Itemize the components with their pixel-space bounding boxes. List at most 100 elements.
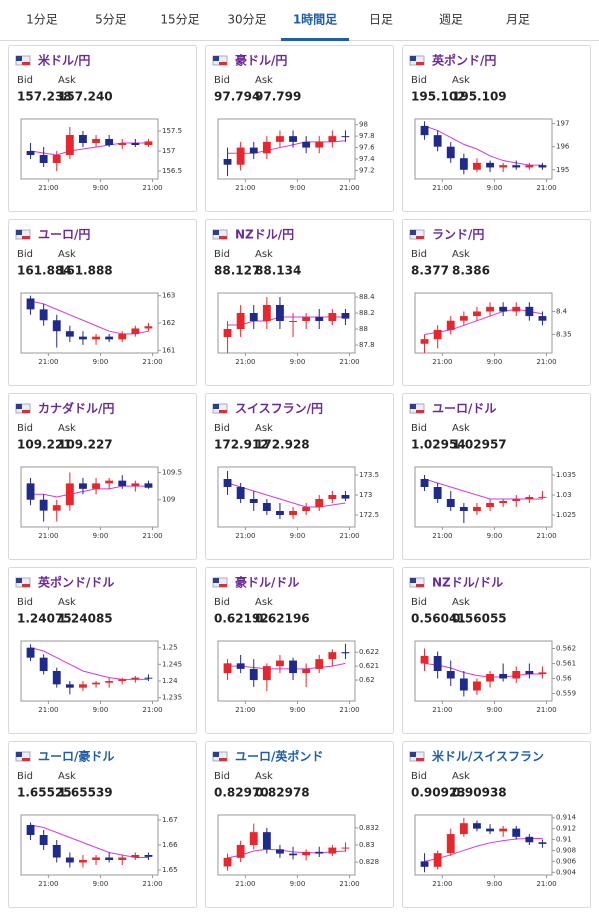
candle-body [289,136,297,142]
pair-title[interactable]: NZドル/ドル [432,576,503,590]
tab[interactable]: 1時間足 [293,12,337,27]
pair-title[interactable]: 米ドル/スイスフラン [432,749,544,764]
plot-frame [414,292,553,354]
y-tick-label: 0.904 [556,868,577,876]
x-tick-label: 21:00 [235,880,255,888]
bid-value: 97.794 [214,90,260,104]
candle-body [459,316,468,321]
y-tick-label: 0.83 [359,841,375,849]
bid-value: 0.82970 [214,786,269,800]
tab[interactable]: 月足 [506,13,530,27]
pair-title[interactable]: ユーロ/英ポンド [235,749,323,764]
pair-title[interactable]: ユーロ/円 [38,228,90,242]
pair-title[interactable]: ユーロ/ドル [432,402,496,416]
pair-title[interactable]: NZドル/円 [235,228,294,242]
pair-title[interactable]: ランド/円 [432,228,484,242]
x-tick-label: 21:00 [339,706,359,714]
candle-body [446,671,455,679]
candle-body [39,309,48,321]
x-tick-label: 21:00 [235,532,255,540]
tab[interactable]: 日足 [369,13,393,27]
y-tick-label: 0.828 [359,858,379,866]
candle-body [262,141,271,154]
y-tick-label: 88.4 [359,293,375,301]
moving-average [227,140,346,154]
candle-body [92,336,100,340]
pair-title[interactable]: 英ポンド/ドル [38,575,114,590]
pair-title[interactable]: 豪ドル/円 [235,53,287,68]
x-tick-label: 9:00 [93,532,109,540]
flag [213,404,219,409]
tab[interactable]: 15分足 [160,13,199,27]
tab[interactable]: 1分足 [26,13,58,27]
ask-value: 157.240 [58,90,113,104]
candle-body [249,147,258,154]
candle-body [262,832,271,850]
bid-value: 0.90923 [411,786,466,800]
bid-label: Bid [17,423,33,434]
candle-body [328,313,337,321]
pair-title[interactable]: 米ドル/円 [38,53,90,68]
tab[interactable]: 週足 [439,13,463,27]
x-tick-label: 21:00 [142,706,162,714]
flag [22,410,30,413]
candle-body [236,845,245,858]
candle-body [512,828,521,837]
y-tick-label: 109.5 [162,468,182,476]
x-tick-label: 21:00 [142,880,162,888]
candle-body [420,125,429,136]
bid-label: Bid [17,249,33,260]
pair-title[interactable]: 英ポンド/円 [432,53,496,68]
candle-body [302,507,311,511]
tab[interactable]: 5分足 [95,13,127,27]
flag [213,752,219,757]
pair-title[interactable]: カナダドル/円 [38,401,114,416]
candle-body [512,671,521,679]
x-tick-label: 9:00 [93,706,109,714]
bid-value: 0.62192 [214,612,269,626]
candle-body [446,146,455,159]
x-tick-label: 21:00 [38,706,58,714]
tab[interactable]: 30分足 [227,13,266,27]
candle-body [131,677,140,680]
y-tick-label: 88.2 [359,309,375,317]
pair-title[interactable]: スイスフラン/円 [235,402,323,416]
flag [22,584,30,587]
flag [219,62,227,65]
flag [219,410,227,413]
ask-label: Ask [58,75,76,86]
ask-value: 0.62196 [255,612,310,626]
candle-body [26,825,35,835]
x-tick-label: 21:00 [235,184,255,192]
ask-label: Ask [452,423,470,434]
candle-body [538,496,547,498]
candle-body [236,487,245,499]
pair-title[interactable]: 豪ドル/ドル [235,575,299,590]
y-tick-label: 0.832 [359,824,379,832]
pair-title[interactable]: ユーロ/豪ドル [38,749,114,764]
bid-label: Bid [411,249,427,260]
candle-body [433,135,442,147]
flag [219,584,227,587]
candle-body [52,505,61,511]
moving-average [424,478,543,500]
candle-body [262,666,271,681]
candle-body [302,317,311,321]
x-tick-label: 9:00 [487,358,503,366]
x-tick-label: 9:00 [290,358,306,366]
